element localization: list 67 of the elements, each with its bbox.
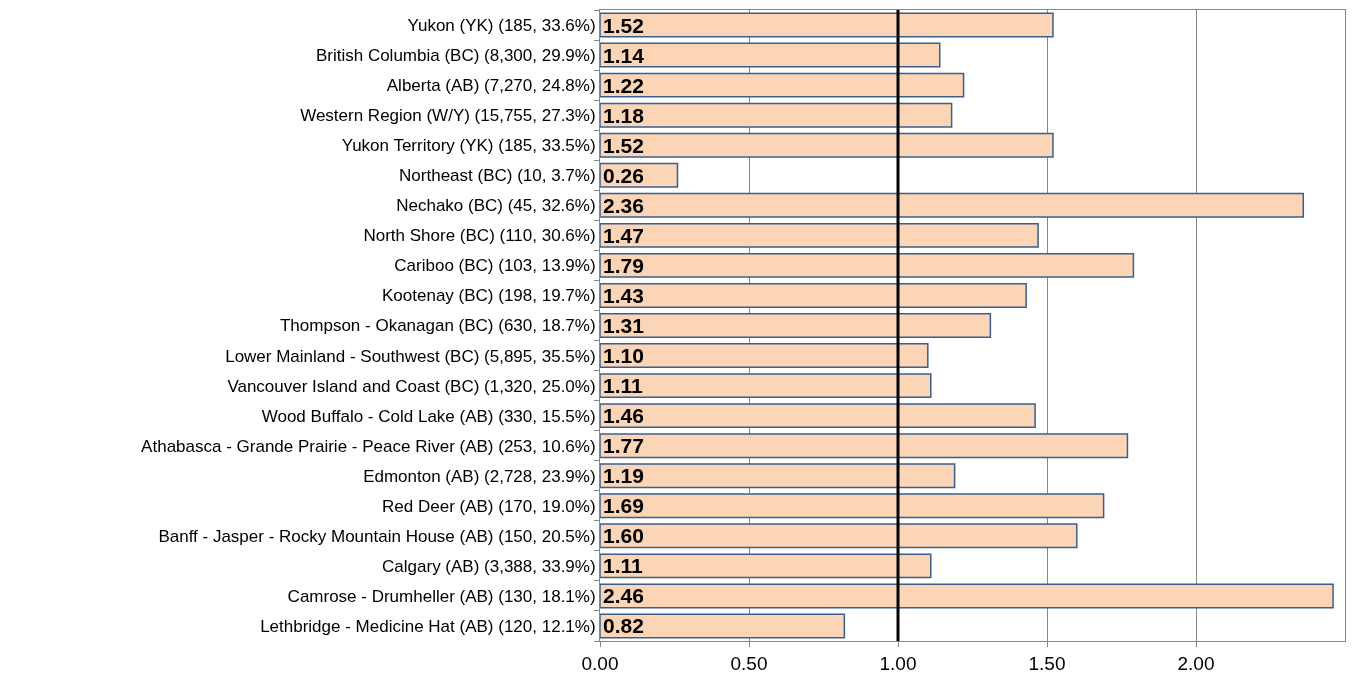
bar (600, 463, 956, 489)
bar (600, 523, 1078, 549)
y-tick-label: Lethbridge - Medicine Hat (AB) (120, 12.1%) (260, 616, 596, 636)
y-tick-label: Red Deer (AB) (170, 19.0%) (382, 496, 596, 516)
y-tick-label: Camrose - Drumheller (AB) (130, 18.1%) (287, 586, 596, 606)
data-label: 1.60 (603, 524, 644, 548)
data-label: 1.10 (603, 344, 644, 368)
y-tick-label: Wood Buffalo - Cold Lake (AB) (330, 15.5%) (261, 406, 596, 426)
y-tick-label: Kootenay (BC) (198, 19.7%) (382, 286, 596, 306)
bar (600, 252, 1135, 278)
bar (600, 373, 932, 399)
data-label: 1.18 (603, 103, 645, 127)
x-tick-label: 0.00 (581, 652, 619, 674)
data-label: 1.52 (603, 133, 644, 157)
bar (600, 313, 992, 338)
bar (600, 192, 1305, 218)
y-tick-label: Cariboo (BC) (103, 13.9%) (394, 256, 596, 276)
y-tick-label: Alberta (AB) (7,270, 24.8%) (386, 76, 596, 96)
data-label: 0.26 (603, 163, 644, 187)
y-tick-label: Northeast (BC) (10, 3.7%) (399, 166, 596, 186)
bar (600, 433, 1129, 459)
data-label: 1.47 (603, 223, 644, 247)
data-label: 1.14 (603, 43, 645, 67)
bar (600, 493, 1105, 519)
bar (600, 583, 1334, 609)
y-tick-label: Yukon (YK) (185, 33.6%) (407, 15, 596, 35)
x-tick-label: 1.00 (879, 652, 917, 674)
y-tick-label: Western Region (W/Y) (15,755, 27.3%) (300, 106, 596, 126)
bar (600, 613, 846, 639)
data-label: 1.22 (603, 73, 644, 97)
data-label: 0.82 (603, 614, 644, 638)
x-tick-label: 2.00 (1177, 652, 1215, 674)
data-label: 2.36 (603, 193, 644, 217)
data-label: 1.11 (603, 554, 644, 578)
y-tick-label: Vancouver Island and Coast (BC) (1,320, 25.0%) (227, 376, 596, 396)
bar (600, 553, 932, 579)
y-tick-label: Banff - Jasper - Rocky Mountain House (AB) (150, 20.5%) (158, 526, 596, 546)
data-label: 1.79 (603, 253, 644, 277)
y-tick-label: Athabasca - Grande Prairie - Peace River (AB) (253, 10.6%) (141, 436, 596, 456)
data-label: 1.11 (603, 374, 644, 398)
bar (600, 282, 1027, 308)
bar (600, 132, 1054, 158)
data-label: 1.77 (603, 434, 644, 458)
bar (600, 12, 1054, 38)
y-tick-label: Lower Mainland - Southwest (BC) (5,895, 35.5%) (225, 346, 596, 366)
data-label: 1.69 (603, 494, 644, 518)
y-tick-label: Edmonton (AB) (2,728, 23.9%) (363, 466, 596, 486)
bar (600, 403, 1036, 429)
bar (600, 42, 941, 68)
bar (600, 72, 965, 98)
bar (600, 222, 1039, 248)
data-label: 1.43 (603, 283, 644, 307)
y-tick-label: Yukon Territory (YK) (185, 33.5%) (341, 136, 596, 156)
data-label: 1.31 (603, 314, 645, 337)
y-tick-label: North Shore (BC) (110, 30.6%) (363, 226, 596, 246)
data-label: 1.19 (603, 464, 644, 488)
y-tick-label: British Columbia (BC) (8,300, 29.9%) (315, 46, 596, 66)
y-tick-label: Thompson - Okanagan (BC) (630, 18.7%) (279, 316, 596, 336)
data-label: 1.46 (603, 404, 644, 428)
bar (600, 102, 953, 128)
y-tick-label: Nechako (BC) (45, 32.6%) (396, 196, 596, 216)
x-tick-label: 0.50 (730, 652, 768, 674)
bar (600, 343, 929, 369)
data-label: 1.52 (603, 13, 644, 37)
data-label: 2.46 (603, 584, 644, 608)
y-tick-label: Calgary (AB) (3,388, 33.9%) (382, 556, 596, 576)
x-tick-label: 1.50 (1028, 652, 1066, 674)
